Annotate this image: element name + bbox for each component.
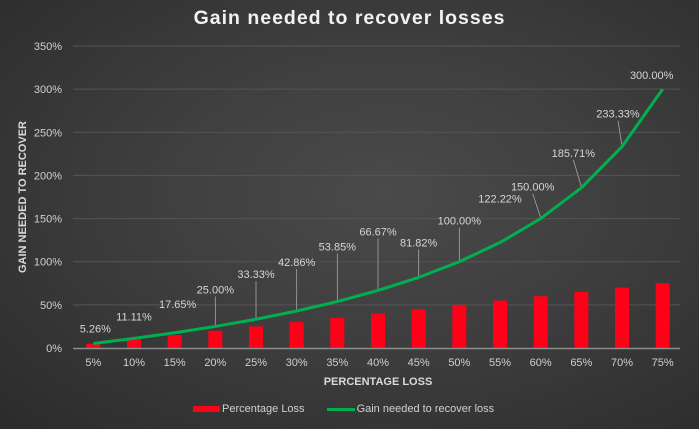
y-tick-label: 350% (34, 41, 62, 53)
y-tick-label: 50% (40, 300, 62, 312)
legend-item-percentage-loss[interactable]: Percentage Loss (193, 403, 305, 415)
bar (574, 291, 589, 348)
gridlines (73, 45, 680, 306)
x-tick-label: 45% (408, 357, 430, 369)
data-label: 42.86% (278, 257, 316, 269)
x-tick-label: 70% (611, 357, 633, 369)
data-label: 25.00% (197, 284, 235, 296)
x-tick-label: 5% (85, 357, 101, 369)
x-tick-label: 20% (204, 357, 226, 369)
bar (411, 309, 426, 348)
y-tick-label: 100% (34, 257, 62, 269)
data-label: 11.11% (116, 311, 152, 323)
bar (615, 287, 629, 348)
y-tick-label: 0% (46, 343, 62, 355)
x-tick-label: 40% (367, 357, 389, 369)
bar-series-percentage-loss (86, 283, 670, 348)
x-tick-label: 10% (123, 357, 145, 369)
bar (493, 300, 507, 348)
bar (249, 326, 263, 348)
y-tick-label: 150% (34, 214, 62, 226)
legend-label-percentage-loss: Percentage Loss (222, 403, 305, 415)
chart-title: Gain needed to recover losses (193, 7, 506, 29)
x-tick-label: 15% (164, 357, 186, 369)
x-axis-ticks: 5% 10% 15% 20% 25% 30% 35% 40% 45% 50% 55% 60% 65% 70… (85, 357, 674, 369)
data-labels: 5.26% 11.11% 17.65%25.00%33.33%42.86%53.85… (80, 70, 674, 335)
data-label: 66.67% (359, 226, 397, 238)
bar (330, 317, 345, 348)
leader-line (572, 159, 582, 187)
bar (289, 322, 304, 348)
line-swatch-icon (326, 407, 355, 411)
y-axis-ticks: 0% 50% 100% 150% 200% 250% 300% 350% (34, 41, 62, 355)
y-tick-label: 250% (34, 127, 62, 139)
legend: Percentage Loss Gain needed to recover l… (193, 403, 516, 415)
y-tick-label: 200% (34, 170, 62, 182)
bar (86, 343, 101, 348)
data-label: 33.33% (237, 269, 275, 281)
x-axis-title: PERCENTAGE LOSS (324, 376, 433, 388)
leader-line (617, 120, 623, 146)
legend-label-gain-needed: Gain needed to recover loss (356, 403, 495, 415)
bar (127, 339, 141, 348)
line-series-gain-needed (93, 88, 664, 345)
x-tick-label: 55% (489, 357, 511, 369)
bar-swatch-icon (193, 406, 220, 412)
x-tick-label: 25% (245, 357, 267, 369)
x-tick-label: 60% (530, 357, 552, 369)
legend-item-gain-needed[interactable]: Gain needed to recover loss (326, 403, 495, 415)
data-label-leader-lines (214, 120, 623, 326)
bar (452, 304, 467, 348)
x-tick-label: 35% (326, 357, 348, 369)
data-label: 233.33% (596, 109, 640, 121)
bar (208, 330, 223, 348)
x-tick-label: 65% (570, 357, 592, 369)
data-label: 150.00% (511, 182, 555, 194)
y-axis-title: GAIN NEEDED TO RECOVER (17, 121, 29, 273)
bar (533, 296, 548, 348)
data-label: 5.26% (80, 323, 111, 335)
bar (371, 313, 385, 348)
bar (655, 283, 670, 348)
data-label: 17.65% (159, 299, 197, 311)
data-label: 53.85% (319, 242, 357, 254)
x-tick-label: 75% (652, 357, 674, 369)
y-tick-label: 300% (34, 84, 62, 96)
x-tick-label: 50% (448, 357, 470, 369)
data-label: 185.71% (552, 148, 596, 160)
leader-line (532, 193, 542, 218)
data-label: 100.00% (438, 216, 482, 228)
x-tick-label: 30% (286, 357, 308, 369)
data-label: 122.22% (478, 194, 522, 206)
data-label: 300.00% (630, 70, 674, 82)
bar (167, 335, 182, 348)
data-label: 81.82% (400, 237, 438, 249)
